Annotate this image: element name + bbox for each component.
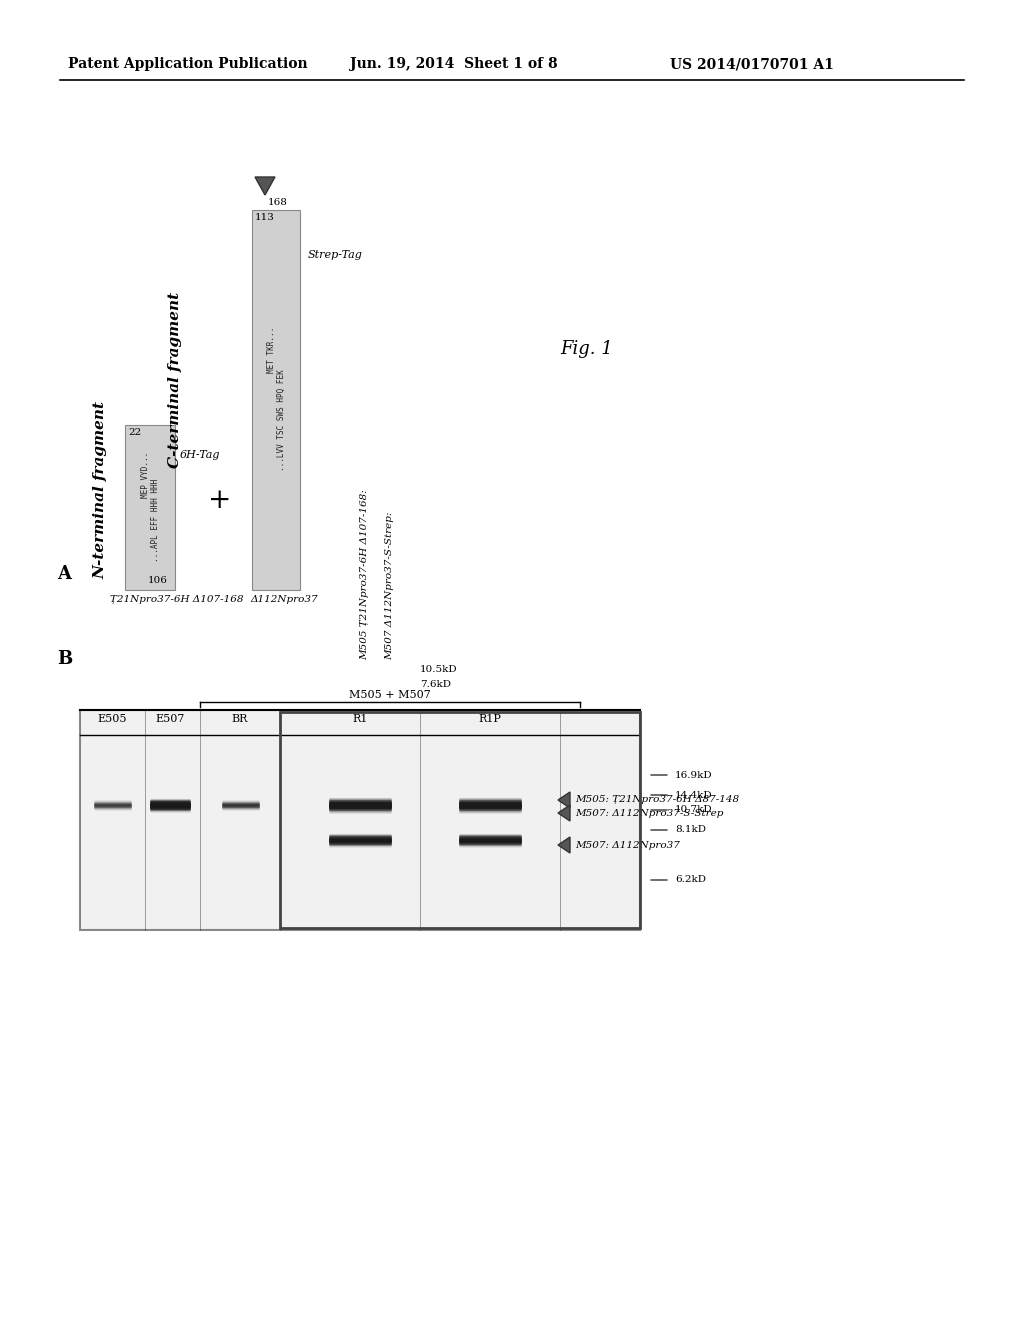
Text: 6H-Tag: 6H-Tag [180,450,220,459]
Text: 10.5kD: 10.5kD [420,665,458,675]
Text: 22: 22 [128,428,141,437]
Text: 168: 168 [268,198,288,207]
Text: N-terminal fragment: N-terminal fragment [93,401,106,579]
Text: R1P: R1P [478,714,502,723]
Text: US 2014/0170701 A1: US 2014/0170701 A1 [670,57,834,71]
Text: ...LVV TSC SWS HPQ FEK: ...LVV TSC SWS HPQ FEK [276,370,286,471]
Text: Fig. 1: Fig. 1 [560,341,612,358]
Text: A: A [57,565,71,583]
Text: +: + [208,487,231,513]
Polygon shape [558,792,570,808]
Text: MEP VYD...: MEP VYD... [140,451,150,498]
Text: M505 Ț21Npro37-6H Δ107-168:: M505 Ț21Npro37-6H Δ107-168: [360,490,369,660]
Text: Jun. 19, 2014  Sheet 1 of 8: Jun. 19, 2014 Sheet 1 of 8 [350,57,558,71]
Text: M507 Δ112Npro37-S-Strep:: M507 Δ112Npro37-S-Strep: [385,512,394,660]
Text: 106: 106 [148,576,168,585]
Text: Patent Application Publication: Patent Application Publication [68,57,307,71]
Text: M505: Ț21Npro37-6H Δ87-148: M505: Ț21Npro37-6H Δ87-148 [575,796,739,804]
Text: MET TKR...: MET TKR... [266,327,275,374]
Polygon shape [558,805,570,821]
Text: Ț21Npro37-6H Δ107-168: Ț21Npro37-6H Δ107-168 [110,595,244,605]
Text: R1: R1 [352,714,368,723]
Text: Strep-Tag: Strep-Tag [308,249,362,260]
Text: 113: 113 [255,213,274,222]
Polygon shape [558,837,570,853]
Text: 8.1kD: 8.1kD [675,825,706,834]
Text: 14.4kD: 14.4kD [675,791,713,800]
Text: C-terminal fragment: C-terminal fragment [168,292,182,469]
Text: M507: Δ112Npro37-S-Strep: M507: Δ112Npro37-S-Strep [575,808,723,817]
Text: M505 + M507: M505 + M507 [349,690,431,700]
Text: E507: E507 [156,714,184,723]
Text: 7.6kD: 7.6kD [420,680,451,689]
Bar [80,710,640,931]
Text: ...APL EFF HHH HHH: ...APL EFF HHH HHH [151,478,160,561]
Polygon shape [255,177,275,195]
Text: E505: E505 [97,714,127,723]
Text: 10.7kD: 10.7kD [675,805,713,814]
Text: Δ112Npro37: Δ112Npro37 [250,595,317,605]
Text: M507: Δ112Npro37: M507: Δ112Npro37 [575,841,680,850]
Bar [125,425,175,590]
Text: B: B [57,649,73,668]
Text: 6.2kD: 6.2kD [675,875,706,884]
Bar [280,711,640,928]
Bar [252,210,300,590]
Text: 16.9kD: 16.9kD [675,771,713,780]
Text: BR: BR [231,714,248,723]
